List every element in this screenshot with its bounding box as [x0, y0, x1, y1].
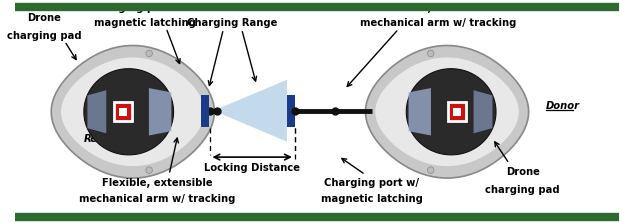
- Text: charging pad: charging pad: [485, 185, 560, 195]
- Polygon shape: [61, 57, 205, 166]
- Text: Recipient: Recipient: [84, 134, 136, 145]
- Text: Flexible, extensible: Flexible, extensible: [383, 3, 494, 13]
- Text: Drone: Drone: [506, 167, 539, 177]
- Bar: [287, 95, 294, 127]
- Polygon shape: [213, 80, 287, 142]
- Ellipse shape: [427, 167, 434, 173]
- Text: magnetic latching: magnetic latching: [321, 194, 422, 204]
- Ellipse shape: [146, 167, 153, 173]
- Text: mechanical arm w/ tracking: mechanical arm w/ tracking: [79, 194, 235, 204]
- Bar: [448, 103, 466, 121]
- Polygon shape: [474, 90, 492, 133]
- Polygon shape: [51, 45, 215, 178]
- Polygon shape: [87, 90, 106, 133]
- Bar: [114, 103, 132, 121]
- Polygon shape: [409, 88, 431, 136]
- Text: Charging port w/: Charging port w/: [324, 178, 419, 188]
- Ellipse shape: [427, 50, 434, 57]
- Polygon shape: [406, 69, 496, 155]
- Polygon shape: [375, 57, 519, 166]
- Text: magnetic latching: magnetic latching: [94, 18, 196, 28]
- Ellipse shape: [146, 50, 153, 57]
- Text: Locking Distance: Locking Distance: [204, 163, 300, 173]
- Bar: [119, 108, 127, 116]
- Text: Donor: Donor: [546, 101, 580, 111]
- Text: Flexible, extensible: Flexible, extensible: [102, 178, 212, 188]
- Text: Drone: Drone: [27, 13, 61, 23]
- Text: Charging port with: Charging port with: [92, 3, 198, 13]
- Text: Charging Range: Charging Range: [187, 18, 278, 28]
- Text: mechanical arm w/ tracking: mechanical arm w/ tracking: [360, 18, 516, 28]
- Bar: [201, 95, 209, 127]
- Text: charging pad: charging pad: [7, 31, 81, 41]
- Polygon shape: [84, 69, 174, 155]
- Polygon shape: [366, 45, 529, 178]
- Polygon shape: [149, 88, 171, 136]
- Bar: [453, 108, 461, 116]
